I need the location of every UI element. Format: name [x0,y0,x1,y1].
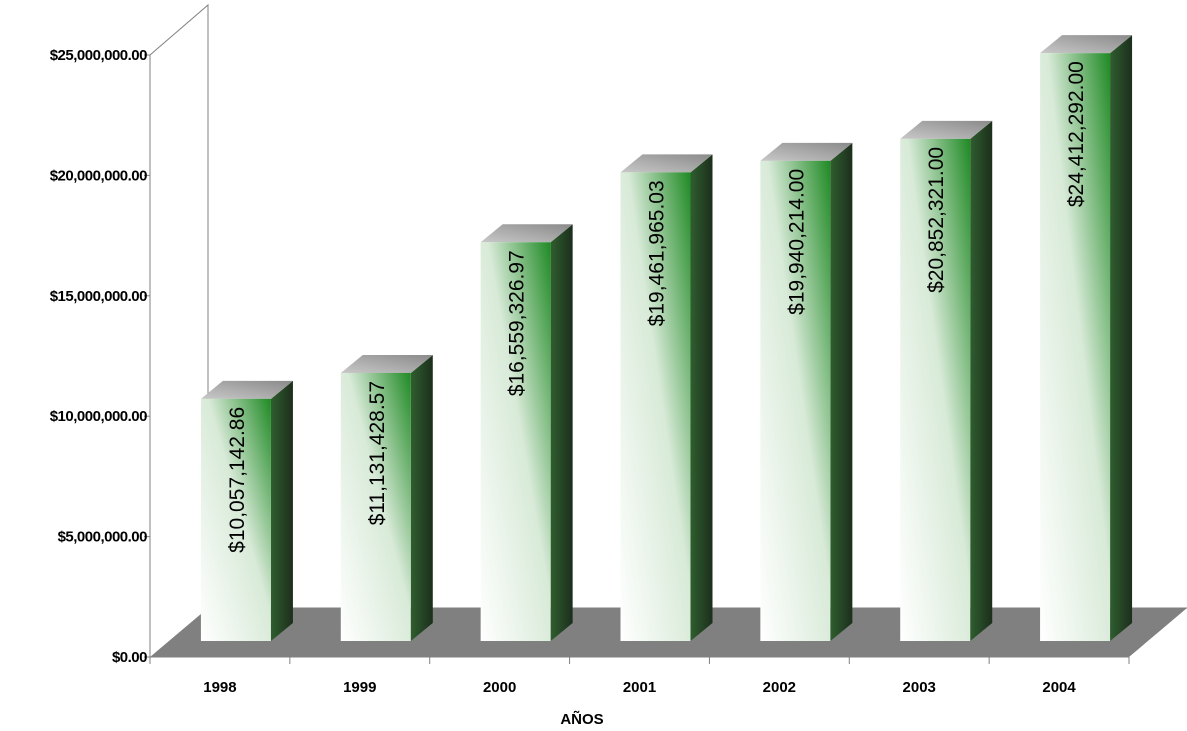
bar-side [690,154,713,641]
x-axis-title: AÑOS [560,710,603,728]
bar-side [550,224,573,641]
bar-side [1110,35,1133,642]
x-tick-label: 2004 [1042,679,1076,696]
bar-front [200,398,271,641]
bar-2004: $24,412,292.00 [1040,35,1133,642]
y-tick-label: $5,000,000.00 [58,529,148,546]
bar-top [620,154,713,173]
x-tick-label: 1998 [203,679,236,696]
bar-side [830,142,853,641]
x-tick-label: 2003 [903,679,936,696]
bar-top [340,354,433,373]
bar-front [1040,53,1111,642]
bar-front [760,160,831,641]
bar-2001: $19,461,965.03 [620,154,713,641]
bar-2002: $19,940,214.00 [760,142,853,641]
bar-side [970,120,993,642]
bar-data-label: $10,057,142.86 [226,407,249,553]
bar-2000: $16,559,326.97 [480,224,573,641]
bar-1999: $11,131,428.57 [340,354,433,641]
bar-1998: $10,057,142.86 [200,380,293,641]
bar-series: $10,057,142.86 $11,131,428.57 $16,559,326.… [200,35,1133,642]
bar-data-label: $19,940,214.00 [785,169,808,315]
y-tick-label: $10,000,000.00 [50,408,147,425]
bar-side [270,380,293,641]
bar-top [480,224,573,243]
bar-side [410,354,433,641]
x-tick-label: 1999 [343,679,376,696]
bar-top [200,380,293,399]
x-tick-label: 2001 [623,679,656,696]
bar-front [900,138,971,642]
y-tick-label: $0.00 [112,649,147,666]
bar-data-label: $20,852,321.00 [925,147,948,293]
bar-data-label: $24,412,292.00 [1065,61,1088,207]
x-tick-label: 2002 [763,679,796,696]
bar-front [620,172,691,641]
y-tick-label: $20,000,000.00 [50,167,147,184]
bar-front [480,242,551,641]
bar-top [760,142,853,161]
y-axis-ticks: $0.00 $5,000,000.00 $10,000,000.00 $15,000,… [50,47,150,666]
bar-data-label: $19,461,965.03 [646,180,669,326]
bar-top [1040,35,1133,54]
bar-data-label: $16,559,326.97 [506,250,529,396]
x-axis-ticks: 1998 1999 2000 2001 2002 2003 2004 [149,657,1130,696]
bar-data-label: $11,131,428.57 [366,381,389,525]
y-tick-label: $25,000,000.00 [50,47,147,64]
bar-front [340,372,411,641]
x-tick-label: 2000 [483,679,516,696]
y-tick-label: $15,000,000.00 [50,288,147,305]
bar-top [900,120,993,139]
bar-2003: $20,852,321.00 [900,120,993,642]
